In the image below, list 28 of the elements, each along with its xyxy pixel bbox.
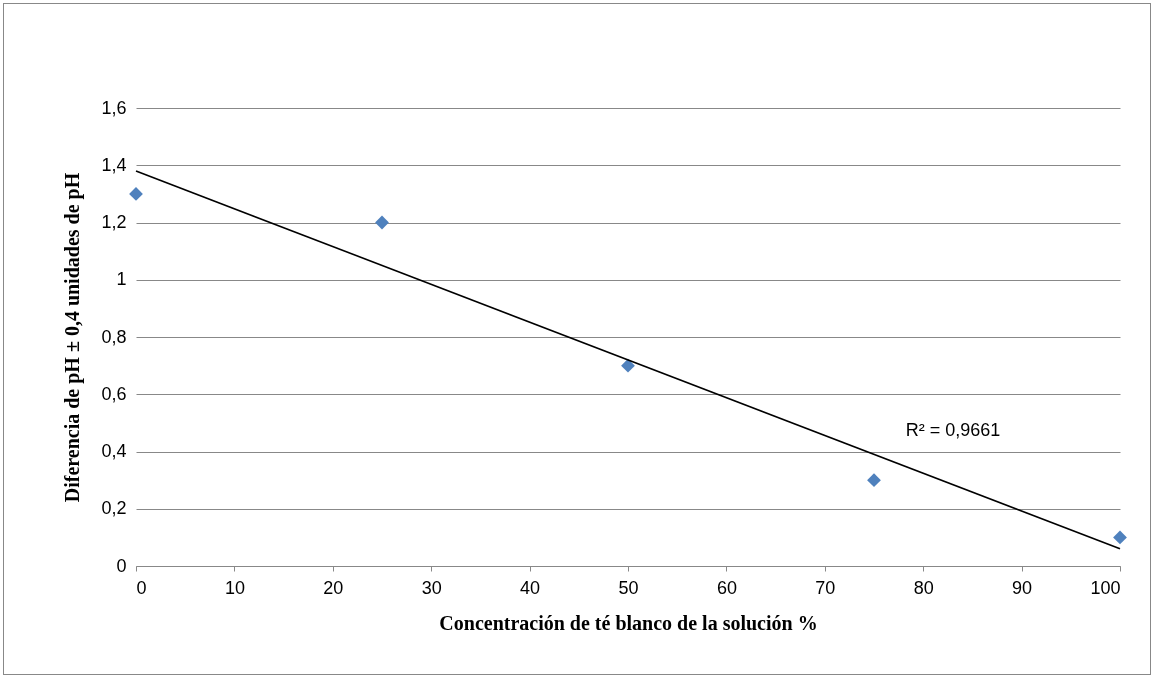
x-tick-label: 30: [421, 577, 442, 598]
y-tick-label: 0,4: [101, 441, 127, 461]
y-tick-label: 1,4: [101, 154, 127, 175]
x-tick-label: 20: [323, 577, 344, 598]
point: [1113, 530, 1127, 545]
y-tick-label: 0: [116, 555, 127, 576]
x-tick-label: 40: [520, 577, 541, 598]
x-tick-label: 90: [1012, 577, 1033, 598]
y-tick-label: 1,2: [101, 212, 127, 232]
x-axis-title: Concentración de té blanco de la solución %: [439, 611, 818, 634]
x-tick-label: 80: [913, 577, 934, 598]
y-tick-label: 0,2: [101, 498, 127, 519]
y-tick-label: 1,6: [101, 97, 127, 118]
point: [867, 473, 881, 488]
x-tick-label: 0: [136, 577, 147, 598]
x-tick-label: 10: [224, 577, 245, 598]
y-tick-label: 0,6: [101, 383, 127, 404]
x-tick-label: 60: [716, 577, 737, 598]
x-tick-label: 50: [618, 577, 639, 598]
x-tick-label: 100: [1090, 577, 1121, 598]
x-tick-label: 70: [815, 577, 836, 598]
point: [375, 215, 389, 230]
y-axis-title: Diferencia de pH ± 0,4 unidades de pH: [61, 172, 85, 503]
point: [621, 358, 635, 373]
annotation: R² = 0,9661: [905, 420, 1001, 440]
point: [129, 186, 143, 201]
y-tick-label: 0,8: [101, 326, 127, 347]
y-tick-label: 1: [116, 269, 127, 290]
